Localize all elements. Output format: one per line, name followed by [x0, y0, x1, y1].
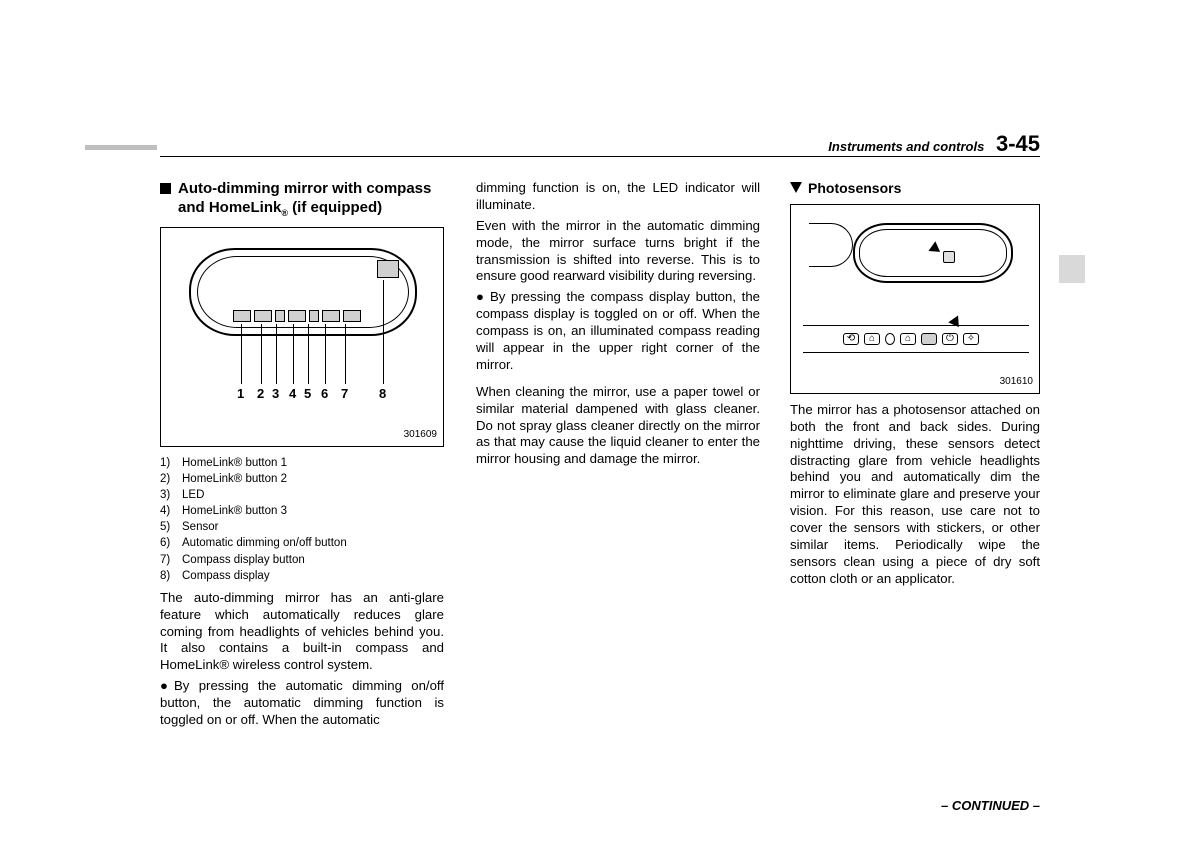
page-number: 3-45 — [996, 131, 1040, 156]
callout-line — [325, 324, 326, 384]
chapter-title: Instruments and controls — [828, 139, 984, 154]
legend-row: 2)HomeLink® button 2 — [160, 471, 444, 487]
column-2: dimming function is on, the LED indicato… — [476, 180, 760, 472]
rear-sensor — [943, 251, 955, 263]
legend-row: 5)Sensor — [160, 519, 444, 535]
section-heading: Auto-dimming mirror with compass and Hom… — [160, 180, 444, 219]
subheading-text: Photosensors — [808, 180, 901, 196]
figure-id: 301610 — [1000, 376, 1033, 389]
callout-line — [345, 324, 346, 384]
subsection-heading: Photosensors — [790, 180, 1040, 198]
mirror-led — [275, 310, 285, 322]
compass-display-box — [377, 260, 399, 278]
callout-8: 8 — [379, 386, 386, 403]
callout-line — [276, 324, 277, 384]
btn-icon: ⌂ — [900, 333, 916, 345]
btn-icon: ✧ — [963, 333, 979, 345]
front-sensor — [921, 333, 937, 345]
body-paragraph: When cleaning the mirror, use a paper to… — [476, 384, 760, 468]
callout-1: 1 — [237, 386, 244, 403]
legend-row: 7)Compass display button — [160, 552, 444, 568]
running-header: Instruments and controls 3-45 — [828, 131, 1040, 157]
legend-row: 1)HomeLink® button 1 — [160, 455, 444, 471]
figure-legend: 1)HomeLink® button 1 2)HomeLink® button … — [160, 455, 444, 584]
mirror-btn-dim — [322, 310, 340, 322]
mirror-btn-3 — [288, 310, 306, 322]
callout-line — [308, 324, 309, 384]
callout-line — [261, 324, 262, 384]
mirror-mount — [809, 223, 853, 267]
header-rule — [160, 156, 1040, 157]
callout-2: 2 — [257, 386, 264, 403]
body-paragraph: The mirror has a photosensor attached on… — [790, 402, 1040, 588]
legend-row: 4)HomeLink® button 3 — [160, 503, 444, 519]
btn-icon: ⏻ — [942, 333, 958, 345]
callout-line — [241, 324, 242, 384]
bullet-paragraph: ●By pressing the automatic dimming on/of… — [160, 678, 444, 729]
mirror-sensor — [309, 310, 319, 322]
bullet-dot-icon: ● — [476, 289, 490, 306]
figure-photosensors: ⟲ ⌂ ⌂ ⏻ ✧ 301610 — [790, 204, 1040, 394]
btn-icon: ⟲ — [843, 333, 859, 345]
legend-row: 6)Automatic dimming on/off button — [160, 535, 444, 551]
body-paragraph: The auto-dimming mirror has an anti-glar… — [160, 590, 444, 674]
mirror-button-row — [233, 310, 361, 322]
legend-row: 3)LED — [160, 487, 444, 503]
body-paragraph: Even with the mirror in the automatic di… — [476, 218, 760, 286]
heading-text-post: (if equipped) — [288, 199, 382, 216]
mirror-btn-compass — [343, 310, 361, 322]
btn-icon — [885, 333, 895, 345]
callout-line — [293, 324, 294, 384]
callout-5: 5 — [304, 386, 311, 403]
margin-gray-bar — [85, 145, 157, 150]
registered-mark: ® — [281, 208, 288, 218]
callout-6: 6 — [321, 386, 328, 403]
figure-mirror-front: 1 2 3 4 5 6 7 8 301609 — [160, 227, 444, 447]
square-bullet-icon — [160, 183, 171, 194]
btn-icon: ⌂ — [864, 333, 880, 345]
triangle-bullet-icon — [790, 182, 802, 193]
thumb-tab — [1059, 255, 1085, 283]
bullet-paragraph: ●By pressing the compass display button,… — [476, 289, 760, 373]
callout-3: 3 — [272, 386, 279, 403]
callout-7: 7 — [341, 386, 348, 403]
continued-label: – CONTINUED – — [941, 798, 1040, 813]
callout-line — [383, 280, 384, 384]
mirror-btn-1 — [233, 310, 251, 322]
legend-row: 8)Compass display — [160, 568, 444, 584]
column-1: Auto-dimming mirror with compass and Hom… — [160, 180, 444, 733]
column-3: Photosensors ⟲ ⌂ ⌂ ⏻ ✧ 301610 The mirror… — [790, 180, 1040, 592]
mirror-bottom-buttons: ⟲ ⌂ ⌂ ⏻ ✧ — [843, 333, 979, 345]
bullet-dot-icon: ● — [160, 678, 174, 695]
mirror-btn-2 — [254, 310, 272, 322]
figure-id: 301609 — [404, 429, 437, 442]
body-paragraph: dimming function is on, the LED indicato… — [476, 180, 760, 214]
callout-4: 4 — [289, 386, 296, 403]
